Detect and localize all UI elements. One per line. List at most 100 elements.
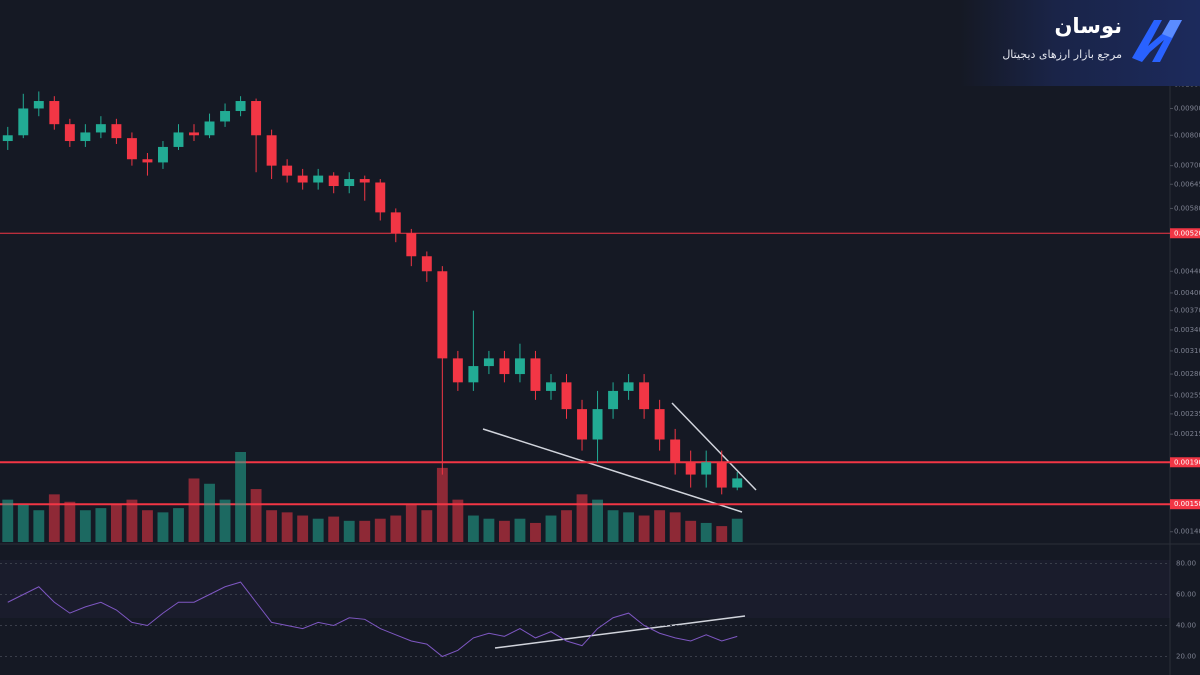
- volume-bar: [716, 526, 728, 542]
- candle-body: [251, 101, 262, 136]
- candle-body: [344, 179, 355, 187]
- candle-body: [18, 108, 29, 136]
- volume-bar: [95, 508, 107, 542]
- volume-bar: [467, 515, 479, 542]
- volume-bar: [530, 522, 541, 542]
- volume-bar: [33, 510, 45, 542]
- volume-bar: [110, 503, 122, 542]
- volume-bar: [592, 499, 603, 542]
- candle-body: [49, 101, 60, 125]
- volume-bar: [297, 515, 309, 542]
- y-tick-label: 0.00255: [1174, 391, 1200, 399]
- candle-body: [639, 382, 650, 410]
- candle-body: [297, 175, 308, 183]
- candle-body: [592, 409, 603, 440]
- volume-bar: [64, 501, 76, 542]
- candle-body: [499, 358, 510, 375]
- candle-body: [670, 439, 681, 463]
- volume-bar: [204, 483, 215, 542]
- candle-body: [95, 124, 106, 133]
- candle-body: [375, 182, 386, 213]
- volume-bar: [250, 489, 262, 542]
- volume-bar: [126, 499, 138, 542]
- volume-bar: [188, 478, 200, 542]
- candle-body: [313, 175, 324, 183]
- volume-bar: [343, 520, 355, 542]
- trend-line: [482, 428, 743, 513]
- candle-body: [654, 409, 665, 440]
- volume-bar: [654, 510, 666, 542]
- candle-body: [328, 175, 339, 187]
- candle-body: [33, 101, 44, 109]
- candle-body: [608, 390, 619, 410]
- brand-name: نوسان: [1054, 14, 1122, 38]
- candle-body: [189, 132, 199, 136]
- candle-body: [204, 121, 215, 136]
- brand-logo: [1132, 20, 1182, 62]
- volume-bar: [312, 518, 324, 542]
- volume-bar: [436, 467, 448, 542]
- candle-body: [111, 124, 122, 139]
- candle-body: [406, 233, 417, 257]
- candle-body: [282, 165, 293, 176]
- y-tick-label: 0.00215: [1174, 430, 1200, 438]
- volume-bar: [374, 518, 386, 542]
- candle-body: [452, 358, 463, 383]
- volume-bar: [607, 510, 619, 542]
- volume-bar: [359, 520, 371, 542]
- trend-line: [494, 615, 746, 649]
- brand-tagline: مرجع بازار ارزهای دیجیتال: [1002, 48, 1122, 61]
- level-tag: [1170, 228, 1200, 239]
- volume-bar: [219, 499, 231, 542]
- volume-bar: [281, 512, 293, 542]
- volume-bar: [669, 512, 681, 542]
- volume-bar: [700, 522, 712, 542]
- candle-body: [561, 382, 572, 410]
- candle-body: [359, 179, 370, 183]
- volume-bar: [2, 499, 14, 542]
- volume-bar: [638, 515, 650, 542]
- rsi-tick-label: 40.00: [1176, 622, 1196, 630]
- volume-bar: [328, 516, 340, 542]
- brand-banner: نوسان مرجع بازار ارزهای دیجیتال: [960, 0, 1200, 86]
- candle-body: [173, 132, 184, 147]
- volume-bar: [157, 512, 169, 542]
- candle-body: [64, 124, 75, 142]
- candle-body: [468, 366, 479, 383]
- candle-body: [701, 462, 712, 475]
- volume-bar: [173, 508, 184, 542]
- candle-body: [158, 146, 168, 163]
- background: [0, 0, 1170, 675]
- level-tag: [1170, 457, 1200, 468]
- volume-bar: [576, 494, 588, 542]
- candle-body: [235, 101, 246, 112]
- y-tick-label: 0.00235: [1174, 410, 1200, 418]
- candle-body: [685, 462, 696, 475]
- level-tag: [1170, 499, 1200, 510]
- volume-bar: [685, 520, 697, 542]
- candle-body: [437, 271, 448, 359]
- y-tick-label: 0.00645: [1174, 180, 1200, 188]
- volume-bar: [17, 504, 29, 542]
- candle-body: [80, 132, 91, 142]
- trend-line: [671, 402, 757, 491]
- rsi-band: [0, 560, 1170, 618]
- candle-body: [577, 409, 587, 440]
- volume-bar: [561, 510, 572, 542]
- candle-body: [220, 111, 231, 122]
- candle-body: [546, 382, 556, 391]
- rsi-tick-label: 80.00: [1176, 560, 1196, 568]
- candle-body: [514, 358, 525, 375]
